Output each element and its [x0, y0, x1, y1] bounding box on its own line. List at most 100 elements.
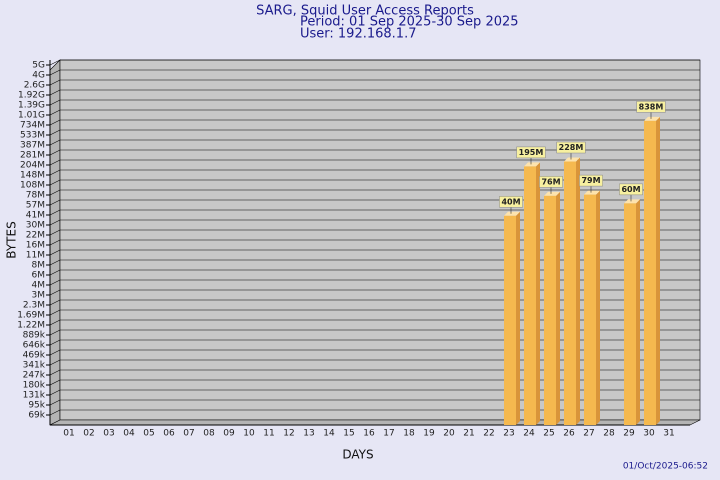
value-label-box [579, 174, 603, 187]
x-tick-label: 05 [143, 429, 154, 439]
bar [584, 194, 596, 425]
grid-line [49, 159, 61, 166]
bar [624, 203, 636, 425]
y-tick-label: 281M [20, 151, 45, 161]
y-tick-label: 69k [28, 411, 45, 421]
bar-top [504, 211, 520, 216]
y-tick-label: 95k [28, 401, 45, 411]
grid-line [49, 69, 61, 76]
x-tick-label: 15 [343, 429, 354, 439]
bar [504, 215, 516, 425]
grid-line [49, 199, 61, 206]
y-tick-label: 3M [32, 291, 46, 301]
grid-line [49, 319, 61, 326]
grid-line [49, 239, 61, 246]
x-tick-label: 21 [463, 429, 474, 439]
grid-line [49, 279, 61, 286]
x-tick-label: 22 [483, 429, 494, 439]
bar-side [636, 199, 640, 425]
y-tick-label: 734M [20, 121, 45, 131]
x-tick-label: 18 [403, 429, 415, 439]
x-tick-label: 29 [623, 429, 635, 439]
grid-line [49, 89, 61, 96]
x-tick-label: 17 [383, 429, 394, 439]
bar-side [556, 191, 560, 425]
grid-line [49, 99, 61, 106]
bar-top [544, 191, 560, 196]
grid-line [49, 189, 61, 196]
bar-side [536, 162, 540, 426]
y-tick-label: 1.22M [17, 321, 45, 331]
y-tick-label: 2.3M [23, 301, 45, 311]
x-tick-label: 03 [103, 429, 114, 439]
bar-top [564, 157, 580, 162]
x-tick-label: 20 [443, 429, 455, 439]
floor [49, 419, 701, 426]
bar-top [584, 190, 600, 195]
bar-side [576, 157, 580, 426]
value-label-box [539, 176, 563, 188]
x-tick-label: 12 [283, 429, 294, 439]
value-label-box [556, 141, 586, 154]
y-tick-label: 131k [23, 391, 46, 401]
bar [544, 195, 556, 425]
value-label-box [619, 183, 643, 196]
grid-line [49, 299, 61, 306]
y-tick-label: 30M [26, 221, 45, 231]
x-tick-label: 19 [423, 429, 435, 439]
bar [644, 120, 656, 426]
grid-line [49, 259, 61, 266]
x-tick-label: 10 [243, 429, 255, 439]
value-label-box [499, 196, 523, 208]
y-axis-title: BYTES [5, 221, 19, 258]
y-tick-label: 22M [26, 231, 45, 241]
value-label: 60M [621, 185, 640, 194]
grid-line [49, 119, 61, 126]
value-label: 838M [639, 102, 664, 111]
chart-subtitle: Period: 01 Sep 2025-30 Sep 2025 [300, 15, 519, 30]
x-tick-label: 07 [183, 429, 194, 439]
y-tick-label: 247k [23, 371, 46, 381]
value-label: 40M [501, 197, 520, 206]
chart-title: SARG, Squid User Access Reports [256, 4, 474, 19]
grid-line [49, 249, 61, 256]
y-tick-label: 8M [32, 261, 46, 271]
x-tick-label: 11 [263, 429, 274, 439]
bar-top [524, 162, 540, 167]
value-label: 195M [519, 148, 544, 157]
x-tick-label: 23 [503, 429, 514, 439]
grid-line [49, 219, 61, 226]
y-tick-label: 41M [26, 211, 45, 221]
x-tick-label: 08 [203, 429, 215, 439]
grid-line [49, 389, 61, 396]
x-tick-label: 09 [223, 429, 235, 439]
x-tick-label: 06 [163, 429, 175, 439]
bar-side [656, 116, 660, 426]
x-tick-label: 14 [323, 429, 335, 439]
grid-line [49, 139, 61, 146]
y-tick-label: 469k [23, 351, 46, 361]
x-tick-label: 30 [643, 429, 655, 439]
y-tick-label: 78M [26, 191, 45, 201]
bar [564, 161, 576, 426]
grid-line [49, 379, 61, 386]
x-tick-label: 26 [563, 429, 575, 439]
x-tick-label: 31 [663, 429, 674, 439]
x-tick-label: 16 [363, 429, 375, 439]
x-axis-title: DAYS [342, 448, 373, 462]
grid-line [49, 369, 61, 376]
value-label: 79M [581, 176, 600, 185]
y-tick-label: 533M [20, 131, 45, 141]
bar-side [516, 211, 520, 425]
y-tick-label: 204M [20, 161, 45, 171]
grid-line [49, 59, 61, 66]
y-tick-label: 180k [23, 381, 46, 391]
y-tick-label: 5G [32, 61, 45, 71]
x-tick-label: 27 [583, 429, 594, 439]
x-tick-label: 28 [603, 429, 615, 439]
grid-line [49, 79, 61, 86]
grid-line [49, 309, 61, 316]
grid-line [49, 359, 61, 366]
y-tick-label: 341k [23, 361, 46, 371]
y-tick-label: 57M [26, 201, 45, 211]
